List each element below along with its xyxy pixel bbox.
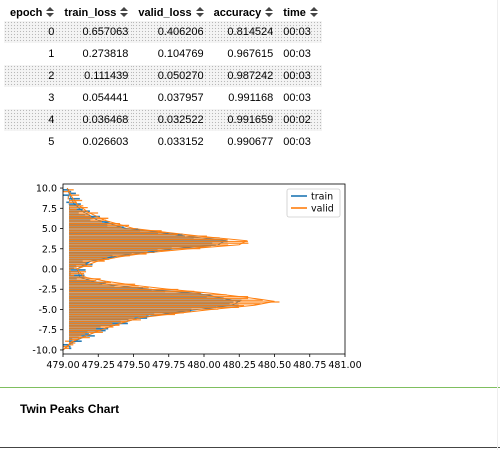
legend-label-train: train — [311, 192, 333, 203]
table-cell-accuracy: 0.967615 — [227, 48, 274, 60]
table-cell-epoch: 4 — [4, 109, 59, 131]
table-row: 5 0.026603 0.033152 0.990677 00:03 — [4, 131, 322, 153]
column-header-label: time — [283, 6, 306, 19]
table-row: 2 0.111439 0.050270 0.987242 00:03 — [4, 65, 322, 87]
table-cell-train-loss: 0.273818 — [82, 48, 129, 60]
table-cell-accuracy: 0.990677 — [227, 136, 274, 148]
table-cell-accuracy: 0.991168 — [228, 92, 274, 104]
column-header-time[interactable]: time — [277, 4, 322, 21]
table-cell-valid-loss: 0.050270 — [132, 65, 208, 87]
y-tick-label: 2.5 — [42, 244, 57, 255]
table-cell-train-loss: 0.026603 — [82, 136, 129, 148]
table-cell-valid-loss: 0.104769 — [157, 48, 204, 60]
table-cell-time: 00:02 — [277, 109, 322, 131]
table-cell-time: 00:03 — [277, 65, 322, 87]
column-header-valid-loss[interactable]: valid_loss — [132, 4, 207, 21]
y-tick-label: -2.5 — [38, 285, 57, 296]
table-cell-train-loss: 0.111439 — [58, 65, 133, 87]
y-tick-label: 0.0 — [42, 265, 57, 276]
section-title: Twin Peaks Chart — [20, 402, 120, 416]
table-row: 0 0.657063 0.406206 0.814524 00:03 — [4, 21, 322, 43]
column-header-label: accuracy — [213, 6, 262, 19]
column-header-label: train_loss — [64, 6, 117, 19]
table-cell-valid-loss: 0.033152 — [157, 136, 204, 148]
table-cell-time: 00:03 — [283, 136, 311, 148]
column-header-label: valid_loss — [138, 6, 192, 19]
x-tick-label: 481.00 — [328, 360, 361, 371]
x-tick-label: 479.75 — [152, 360, 185, 371]
table-cell-time: 00:03 — [283, 92, 311, 104]
sort-arrows-icon[interactable] — [265, 6, 274, 17]
series-valid-line — [62, 187, 275, 351]
section-divider — [0, 387, 500, 388]
twin-peaks-chart: 479.00 479.25 479.50 479.75 480.00 480.25 480.… — [32, 184, 361, 371]
table-cell-epoch: 3 — [48, 92, 55, 104]
x-tick-label: 480.75 — [293, 360, 326, 371]
x-tick-label: 479.00 — [46, 360, 79, 371]
table-cell-train-loss: 0.657063 — [58, 21, 133, 43]
table-cell-accuracy: 0.987242 — [207, 65, 278, 87]
table-cell-train-loss: 0.036468 — [58, 109, 133, 131]
table-cell-valid-loss: 0.406206 — [132, 21, 208, 43]
table-cell-time: 00:03 — [283, 48, 311, 60]
table-cell-time: 00:03 — [277, 21, 322, 43]
column-header-accuracy[interactable]: accuracy — [208, 4, 278, 21]
y-tick-label: -5.0 — [38, 305, 57, 316]
x-tick-label: 480.00 — [187, 360, 220, 371]
y-tick-label: -10.0 — [32, 345, 57, 356]
table-body: 0 0.657063 0.406206 0.814524 00:03 1 0.273818 0… — [4, 21, 322, 153]
y-tick-label: 5.0 — [42, 224, 57, 235]
sort-arrows-icon[interactable] — [195, 6, 204, 17]
sort-arrows-icon[interactable] — [309, 6, 318, 17]
table-header-row: epoch train_loss valid_loss accuracy time — [4, 4, 322, 21]
sort-arrows-icon[interactable] — [120, 6, 129, 17]
right-border — [497, 0, 498, 450]
table-row: 1 0.273818 0.104769 0.967615 00:03 — [4, 43, 322, 65]
x-tick-label: 480.50 — [258, 360, 291, 371]
table-cell-train-loss: 0.054441 — [82, 92, 129, 104]
sort-arrows-icon[interactable] — [46, 6, 55, 17]
y-tick-label: -7.5 — [38, 325, 57, 336]
x-tick-label: 480.25 — [223, 360, 256, 371]
x-tick-label: 479.25 — [82, 360, 115, 371]
y-tick-label: 10.0 — [36, 184, 57, 195]
column-header-label: epoch — [10, 6, 43, 19]
table-cell-epoch: 0 — [4, 21, 59, 43]
legend-label-valid: valid — [311, 204, 334, 215]
x-tick-label: 479.50 — [117, 360, 150, 371]
bottom-border — [0, 447, 500, 448]
table-cell-epoch: 2 — [4, 65, 59, 87]
table-row: 4 0.036468 0.032522 0.991659 00:02 — [4, 109, 322, 131]
table-cell-valid-loss: 0.032522 — [132, 109, 208, 131]
series-valid — [62, 187, 280, 351]
table-cell-valid-loss: 0.037957 — [157, 92, 204, 104]
table-cell-epoch: 1 — [48, 48, 55, 60]
table-row: 3 0.054441 0.037957 0.991168 00:03 — [4, 87, 322, 109]
table-cell-epoch: 5 — [48, 136, 55, 148]
table-cell-accuracy: 0.814524 — [207, 21, 278, 43]
column-header-epoch[interactable]: epoch — [4, 4, 58, 21]
twin-peaks-chart-container: 479.00 479.25 479.50 479.75 480.00 480.25 480.… — [0, 172, 500, 384]
table-cell-accuracy: 0.991659 — [207, 109, 278, 131]
column-header-train-loss[interactable]: train_loss — [58, 4, 132, 21]
y-tick-label: 7.5 — [42, 204, 57, 215]
